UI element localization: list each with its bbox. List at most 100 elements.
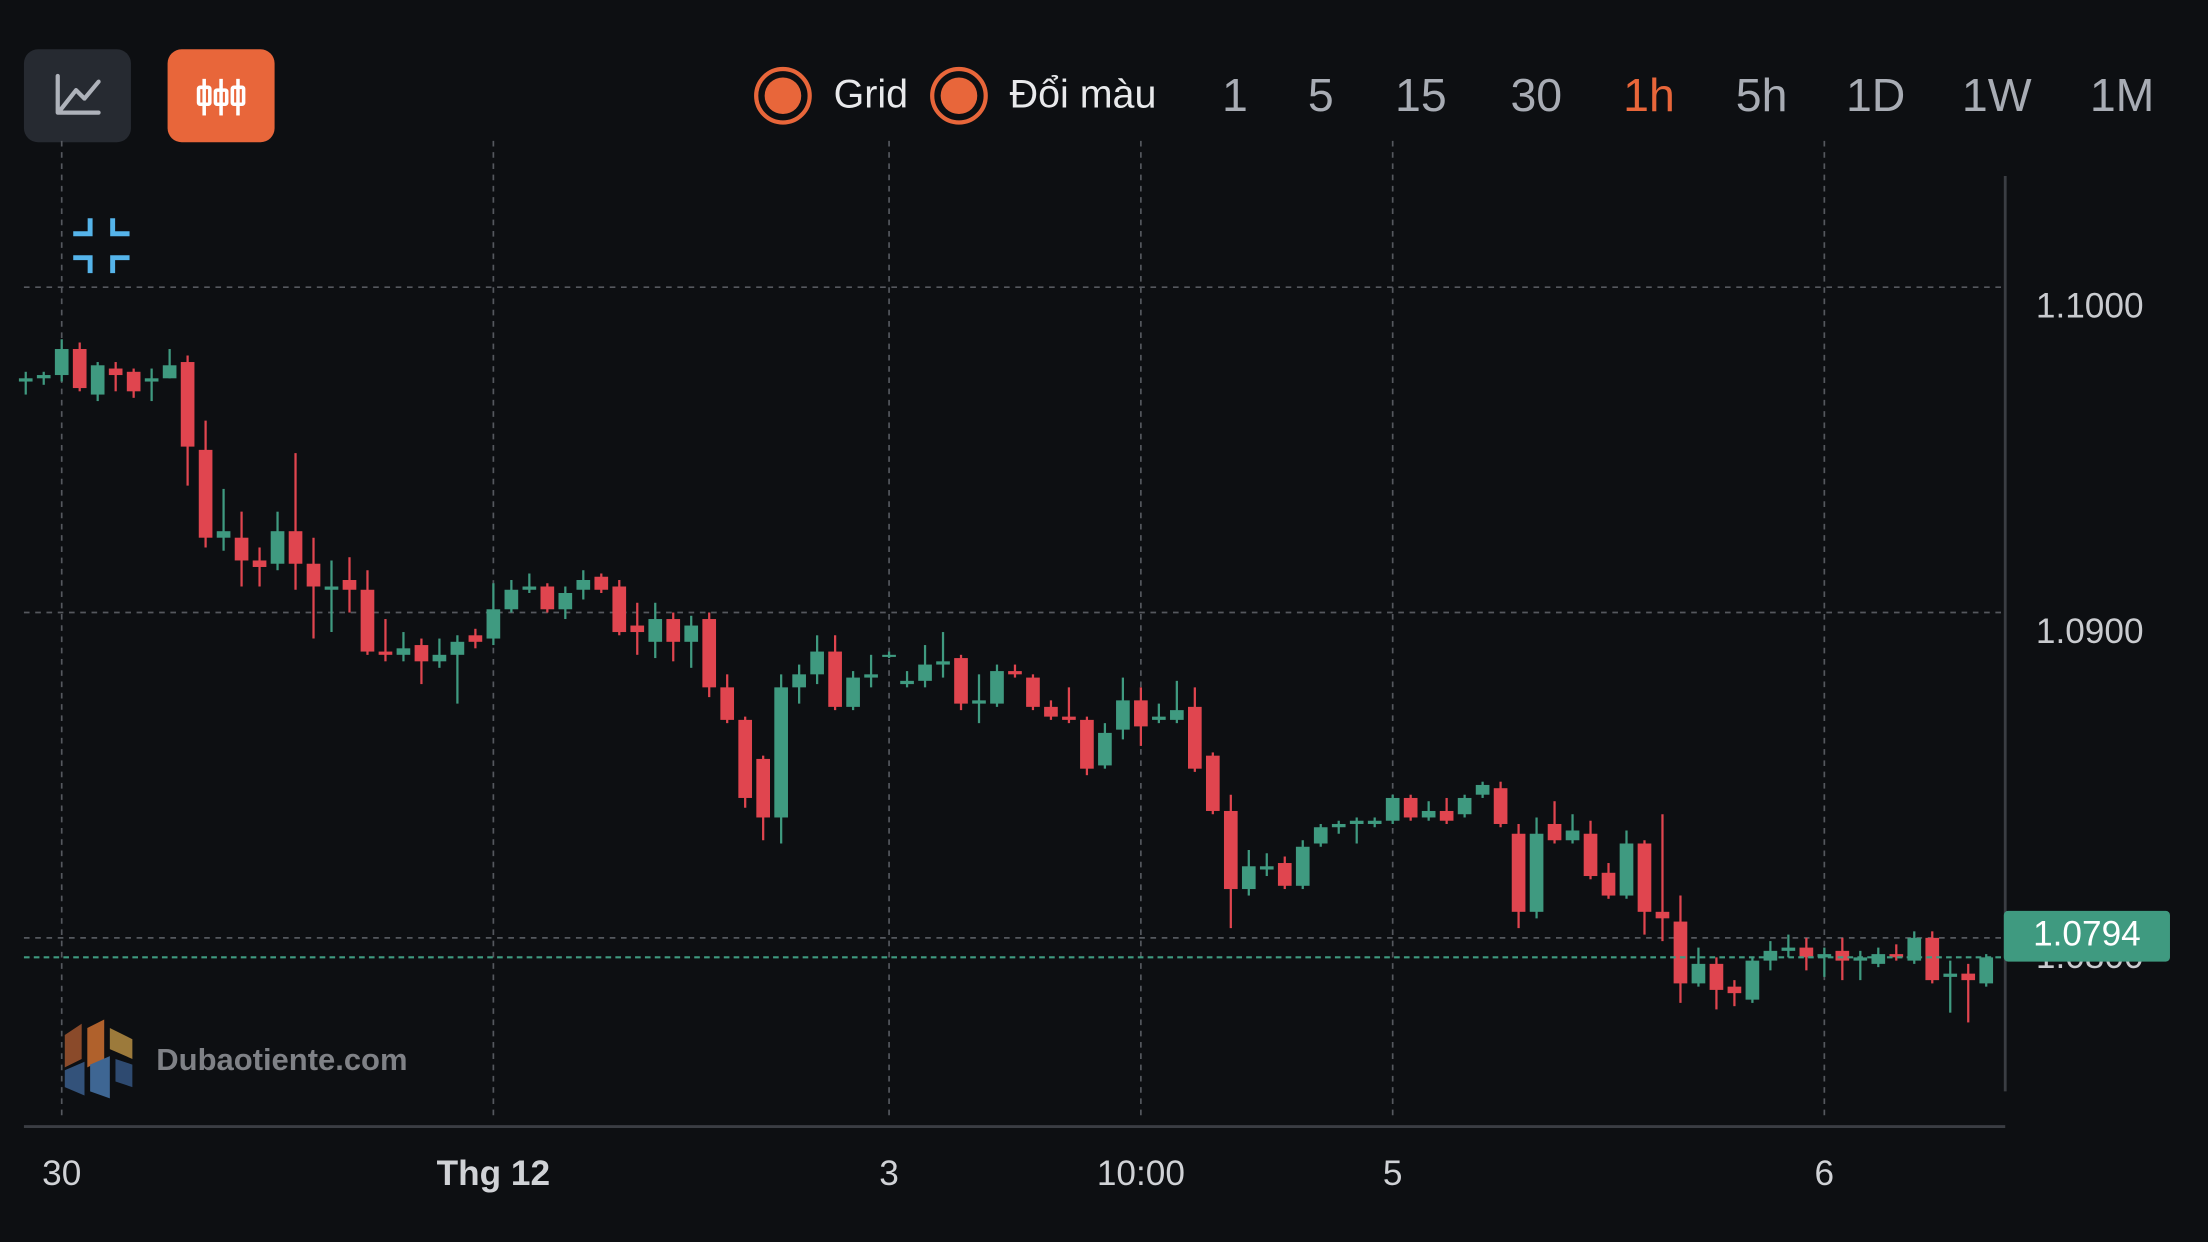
candle-body <box>720 687 735 720</box>
candle-body <box>1961 973 1976 981</box>
candle-body <box>1457 797 1472 815</box>
logo-part <box>87 1019 105 1068</box>
current-price-badge <box>2003 910 2170 962</box>
candle-body <box>252 560 267 567</box>
candle-body <box>216 531 231 538</box>
timeframe-button[interactable]: 5h <box>1736 69 1788 121</box>
candle-body <box>306 563 321 587</box>
candle-body <box>1223 810 1238 890</box>
candle-body <box>126 371 141 392</box>
line-icon <box>55 73 101 115</box>
toggle-label: Grid <box>834 73 908 117</box>
candle-body <box>738 719 753 798</box>
candle-body <box>1691 963 1706 984</box>
candle-body <box>288 531 303 564</box>
toggle-ring <box>754 66 812 125</box>
timeframe-button[interactable]: 1M <box>2090 69 2155 121</box>
candle-body <box>486 609 501 639</box>
timeframe-button[interactable]: 1W <box>1962 69 2032 121</box>
candle-body <box>1907 937 1922 961</box>
candle-body <box>1673 921 1688 984</box>
candle-body <box>432 654 447 662</box>
candle-body <box>72 349 87 389</box>
candle-body <box>1062 716 1076 720</box>
candle-body <box>1583 833 1598 877</box>
candle-body <box>936 661 950 665</box>
candles <box>18 339 1994 1023</box>
candle-body <box>162 365 177 379</box>
logo-part <box>64 1061 85 1096</box>
toggle[interactable]: Đổi màu <box>930 66 1156 125</box>
candle-body <box>1098 732 1112 766</box>
candle-body <box>90 365 105 395</box>
y-tick-label: 1.0900 <box>2036 612 2144 651</box>
candle-body <box>1835 950 1850 961</box>
candle-body <box>1547 823 1562 841</box>
toggle-ring <box>930 66 988 125</box>
logo-part <box>109 1027 133 1059</box>
candle-body <box>1601 872 1616 896</box>
x-tick-label: 3 <box>879 1154 899 1193</box>
x-tick-label: 5 <box>1383 1154 1403 1193</box>
timeframe-button[interactable]: 5 <box>1308 69 1334 121</box>
candle-body <box>522 586 537 590</box>
candle-body <box>594 576 609 590</box>
candle-body <box>108 368 123 376</box>
timeframe-button[interactable]: 30 <box>1510 69 1562 121</box>
candle-body <box>792 674 806 688</box>
candle-chart-button[interactable] <box>167 49 275 143</box>
timeframe-button[interactable]: 15 <box>1395 69 1447 121</box>
logo-part <box>64 1023 82 1068</box>
candle-body <box>702 619 717 688</box>
timeframe-button[interactable]: 1D <box>1846 69 1905 121</box>
candle-body <box>1493 788 1508 824</box>
candle-body <box>900 680 914 685</box>
candle-body <box>558 593 573 610</box>
candle-body <box>1187 706 1202 769</box>
candle-body <box>1313 827 1328 844</box>
candle-body <box>468 635 483 642</box>
candle-body <box>1295 846 1310 886</box>
candle-body <box>1817 954 1832 958</box>
candle-body <box>1277 863 1292 886</box>
candle-body <box>1331 823 1346 828</box>
candle-body <box>1421 810 1436 818</box>
candle-body <box>648 619 663 642</box>
candle-body <box>1979 957 1994 984</box>
candle-body <box>1259 866 1274 870</box>
candle-body <box>1205 755 1220 811</box>
candle-body <box>36 375 51 379</box>
candle-body <box>846 677 860 707</box>
candle-body <box>1637 843 1652 912</box>
candle-body <box>666 619 681 642</box>
candle-body <box>18 378 33 382</box>
x-tick-label: Thg 12 <box>437 1154 550 1193</box>
timeframe-button[interactable]: 1 <box>1222 69 1248 121</box>
line-chart-button[interactable] <box>23 49 131 143</box>
candle-body <box>540 586 555 610</box>
candle-body <box>378 651 393 655</box>
candle-body <box>1044 706 1058 717</box>
candle-body <box>1565 830 1580 841</box>
toggle[interactable]: Grid <box>754 66 908 125</box>
collapse-icon[interactable] <box>73 218 130 274</box>
candle-body <box>1080 719 1094 769</box>
candle-body <box>180 362 195 447</box>
timeframe-button[interactable]: 1h <box>1623 69 1675 121</box>
x-tick-label: 10:00 <box>1097 1154 1185 1193</box>
candle-body <box>1475 784 1490 795</box>
candle-icon <box>196 78 246 116</box>
candle-body <box>1853 957 1868 961</box>
candle-body <box>234 537 249 561</box>
candle-body <box>1367 820 1382 824</box>
candle-body <box>1619 843 1634 896</box>
candle-body <box>972 700 986 704</box>
candle-body <box>1439 810 1454 821</box>
candle-body <box>774 687 788 818</box>
y-tick-label: 1.1000 <box>2036 287 2144 326</box>
candle-body <box>1026 677 1040 707</box>
candle-body <box>990 671 1004 704</box>
candle-body <box>360 589 375 652</box>
candle-body <box>396 648 411 655</box>
